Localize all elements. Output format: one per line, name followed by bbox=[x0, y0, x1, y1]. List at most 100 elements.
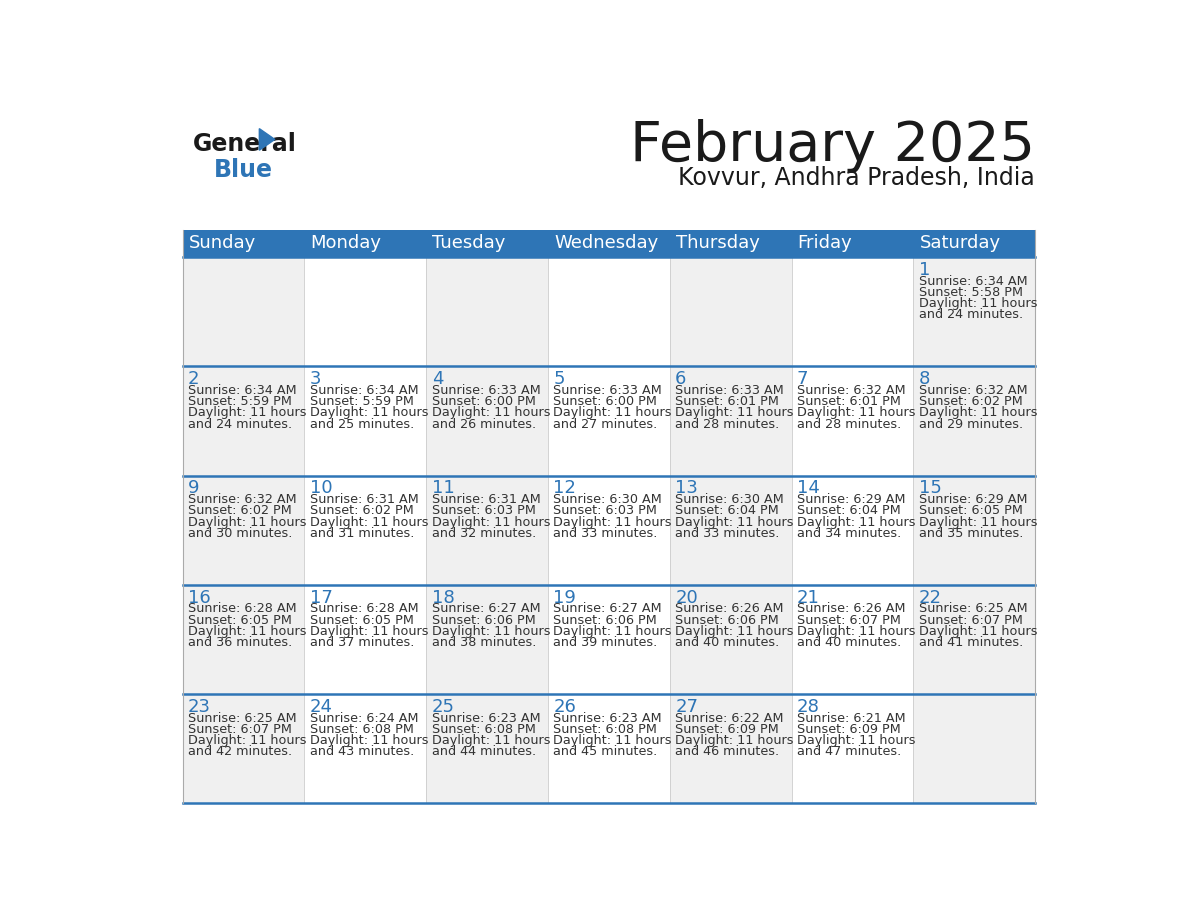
Text: Sunset: 6:09 PM: Sunset: 6:09 PM bbox=[675, 722, 779, 736]
Text: Sunset: 6:08 PM: Sunset: 6:08 PM bbox=[554, 722, 657, 736]
Text: Sunrise: 6:28 AM: Sunrise: 6:28 AM bbox=[310, 602, 418, 615]
Text: Sunrise: 6:23 AM: Sunrise: 6:23 AM bbox=[431, 711, 541, 724]
Bar bbox=[914, 476, 1035, 585]
Text: Daylight: 11 hours: Daylight: 11 hours bbox=[188, 407, 307, 420]
Text: Daylight: 11 hours: Daylight: 11 hours bbox=[675, 734, 794, 747]
Text: Sunrise: 6:31 AM: Sunrise: 6:31 AM bbox=[431, 493, 541, 507]
Text: Daylight: 11 hours: Daylight: 11 hours bbox=[675, 516, 794, 529]
Bar bbox=[914, 585, 1035, 694]
Text: Sunrise: 6:32 AM: Sunrise: 6:32 AM bbox=[918, 384, 1028, 397]
Bar bbox=[670, 257, 791, 366]
Text: 11: 11 bbox=[431, 479, 454, 498]
Text: and 43 minutes.: and 43 minutes. bbox=[310, 745, 415, 758]
Bar bbox=[548, 366, 670, 476]
Bar bbox=[914, 694, 1035, 803]
Bar bbox=[548, 230, 670, 257]
Text: Daylight: 11 hours: Daylight: 11 hours bbox=[310, 407, 429, 420]
Text: Sunrise: 6:32 AM: Sunrise: 6:32 AM bbox=[797, 384, 905, 397]
Text: Sunrise: 6:34 AM: Sunrise: 6:34 AM bbox=[918, 274, 1028, 288]
Text: Daylight: 11 hours: Daylight: 11 hours bbox=[918, 625, 1037, 638]
Text: 24: 24 bbox=[310, 698, 333, 716]
Text: Sunrise: 6:32 AM: Sunrise: 6:32 AM bbox=[188, 493, 297, 507]
Text: Daylight: 11 hours: Daylight: 11 hours bbox=[918, 297, 1037, 310]
Bar bbox=[183, 366, 304, 476]
Text: and 33 minutes.: and 33 minutes. bbox=[675, 527, 779, 540]
Text: 2: 2 bbox=[188, 370, 200, 388]
Text: Daylight: 11 hours: Daylight: 11 hours bbox=[918, 407, 1037, 420]
Text: Sunset: 6:08 PM: Sunset: 6:08 PM bbox=[431, 722, 536, 736]
Bar bbox=[426, 694, 548, 803]
Text: and 24 minutes.: and 24 minutes. bbox=[918, 308, 1023, 321]
Text: 27: 27 bbox=[675, 698, 699, 716]
Bar bbox=[914, 366, 1035, 476]
Text: and 29 minutes.: and 29 minutes. bbox=[918, 418, 1023, 431]
Text: 21: 21 bbox=[797, 588, 820, 607]
Text: Sunset: 6:00 PM: Sunset: 6:00 PM bbox=[554, 396, 657, 409]
Text: Daylight: 11 hours: Daylight: 11 hours bbox=[797, 625, 916, 638]
Bar bbox=[426, 230, 548, 257]
Bar bbox=[914, 230, 1035, 257]
Text: Sunset: 6:03 PM: Sunset: 6:03 PM bbox=[431, 505, 536, 518]
Text: Daylight: 11 hours: Daylight: 11 hours bbox=[918, 516, 1037, 529]
Text: 7: 7 bbox=[797, 370, 809, 388]
Bar bbox=[791, 230, 914, 257]
Text: Daylight: 11 hours: Daylight: 11 hours bbox=[431, 734, 550, 747]
Text: Daylight: 11 hours: Daylight: 11 hours bbox=[431, 516, 550, 529]
Text: Sunday: Sunday bbox=[189, 234, 257, 252]
Bar bbox=[183, 257, 304, 366]
Bar bbox=[670, 694, 791, 803]
Text: 14: 14 bbox=[797, 479, 820, 498]
Text: Sunset: 6:05 PM: Sunset: 6:05 PM bbox=[188, 613, 292, 627]
Text: Sunset: 6:07 PM: Sunset: 6:07 PM bbox=[188, 722, 292, 736]
Polygon shape bbox=[259, 129, 274, 151]
Text: Blue: Blue bbox=[214, 158, 273, 182]
Text: Thursday: Thursday bbox=[676, 234, 760, 252]
Bar bbox=[183, 230, 304, 257]
Text: 23: 23 bbox=[188, 698, 211, 716]
Text: and 46 minutes.: and 46 minutes. bbox=[675, 745, 779, 758]
Text: Sunrise: 6:27 AM: Sunrise: 6:27 AM bbox=[431, 602, 541, 615]
Text: Sunrise: 6:26 AM: Sunrise: 6:26 AM bbox=[797, 602, 905, 615]
Bar bbox=[914, 257, 1035, 366]
Text: Sunset: 6:03 PM: Sunset: 6:03 PM bbox=[554, 505, 657, 518]
Text: Sunrise: 6:28 AM: Sunrise: 6:28 AM bbox=[188, 602, 297, 615]
Text: 16: 16 bbox=[188, 588, 210, 607]
Text: Sunrise: 6:24 AM: Sunrise: 6:24 AM bbox=[310, 711, 418, 724]
Text: Sunrise: 6:29 AM: Sunrise: 6:29 AM bbox=[797, 493, 905, 507]
Bar bbox=[548, 585, 670, 694]
Bar bbox=[791, 585, 914, 694]
Text: Sunset: 6:07 PM: Sunset: 6:07 PM bbox=[918, 613, 1023, 627]
Bar bbox=[304, 230, 426, 257]
Text: Sunrise: 6:30 AM: Sunrise: 6:30 AM bbox=[675, 493, 784, 507]
Text: 12: 12 bbox=[554, 479, 576, 498]
Text: Sunset: 6:02 PM: Sunset: 6:02 PM bbox=[310, 505, 413, 518]
Text: and 39 minutes.: and 39 minutes. bbox=[554, 636, 658, 649]
Text: Daylight: 11 hours: Daylight: 11 hours bbox=[188, 516, 307, 529]
Text: 3: 3 bbox=[310, 370, 321, 388]
Text: Sunset: 6:06 PM: Sunset: 6:06 PM bbox=[675, 613, 779, 627]
Bar bbox=[670, 476, 791, 585]
Bar bbox=[670, 230, 791, 257]
Text: Sunrise: 6:21 AM: Sunrise: 6:21 AM bbox=[797, 711, 905, 724]
Text: 5: 5 bbox=[554, 370, 564, 388]
Text: Kovvur, Andhra Pradesh, India: Kovvur, Andhra Pradesh, India bbox=[678, 165, 1035, 190]
Text: 25: 25 bbox=[431, 698, 455, 716]
Text: 19: 19 bbox=[554, 588, 576, 607]
Text: and 36 minutes.: and 36 minutes. bbox=[188, 636, 292, 649]
Text: Tuesday: Tuesday bbox=[432, 234, 506, 252]
Text: Sunrise: 6:23 AM: Sunrise: 6:23 AM bbox=[554, 711, 662, 724]
Text: 13: 13 bbox=[675, 479, 699, 498]
Text: Sunrise: 6:22 AM: Sunrise: 6:22 AM bbox=[675, 711, 784, 724]
Text: Daylight: 11 hours: Daylight: 11 hours bbox=[675, 625, 794, 638]
Text: General: General bbox=[192, 131, 297, 156]
Text: and 45 minutes.: and 45 minutes. bbox=[554, 745, 658, 758]
Bar bbox=[548, 476, 670, 585]
Text: 20: 20 bbox=[675, 588, 697, 607]
Text: Daylight: 11 hours: Daylight: 11 hours bbox=[797, 734, 916, 747]
Text: 6: 6 bbox=[675, 370, 687, 388]
Text: and 28 minutes.: and 28 minutes. bbox=[797, 418, 902, 431]
Bar bbox=[426, 585, 548, 694]
Bar bbox=[791, 257, 914, 366]
Text: and 40 minutes.: and 40 minutes. bbox=[675, 636, 779, 649]
Text: Sunrise: 6:30 AM: Sunrise: 6:30 AM bbox=[554, 493, 662, 507]
